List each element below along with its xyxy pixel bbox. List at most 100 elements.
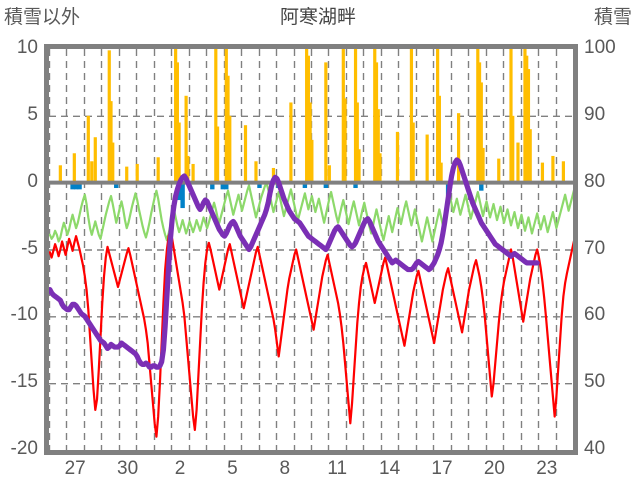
precip-bar xyxy=(226,75,230,183)
x-tick-20: 20 xyxy=(483,458,505,479)
precip-bar xyxy=(289,102,293,183)
chart-svg xyxy=(49,49,573,450)
precip-bar xyxy=(411,122,415,183)
precip-bar xyxy=(254,161,258,183)
precip-bar xyxy=(477,62,482,183)
precip-bar xyxy=(456,113,461,183)
precip-bar xyxy=(184,95,188,183)
precip-bar xyxy=(186,155,190,183)
precip-bar xyxy=(376,109,380,183)
snowfall-bar xyxy=(77,182,82,190)
x-tick-5: 5 xyxy=(227,458,238,479)
precip-bar xyxy=(72,153,76,183)
left-tick-10: 10 xyxy=(16,37,38,58)
snowfall-bar xyxy=(302,182,308,189)
left-tick--5: -5 xyxy=(21,237,38,259)
precip-bar xyxy=(353,49,358,183)
precip-bar xyxy=(476,49,480,183)
right-tick-90: 90 xyxy=(584,103,606,125)
snowfall-bar xyxy=(224,182,229,190)
green-series-line xyxy=(49,181,573,243)
precip-bar xyxy=(409,49,414,183)
precip-bar xyxy=(436,49,440,183)
precip-bar xyxy=(327,165,331,183)
snowfall-bar xyxy=(220,182,225,190)
precip-bar xyxy=(58,165,62,183)
snowfall-bar xyxy=(479,182,484,191)
precip-bar xyxy=(324,62,328,183)
precip-bar xyxy=(437,95,441,183)
right-tick-40: 40 xyxy=(584,438,606,459)
precip-bar xyxy=(271,167,276,183)
precip-bar xyxy=(111,142,115,183)
precip-bar xyxy=(528,129,532,183)
orange-bar-group xyxy=(58,49,565,183)
precip-bar xyxy=(174,49,178,183)
x-tick-17: 17 xyxy=(431,458,453,479)
precip-bar xyxy=(90,161,94,183)
precip-bar xyxy=(343,98,347,183)
precip-bar xyxy=(214,49,218,183)
right-tick-100: 100 xyxy=(584,37,616,58)
precip-bar xyxy=(135,163,139,183)
precip-bar xyxy=(373,49,377,183)
precip-bar xyxy=(561,161,565,183)
precip-bar xyxy=(224,49,228,183)
precip-bar xyxy=(439,162,443,183)
left-axis-caption: 積雪以外 xyxy=(4,7,81,28)
precip-bar xyxy=(395,131,400,183)
precip-bar xyxy=(215,126,220,183)
precip-bar xyxy=(479,82,483,183)
snowfall-bar xyxy=(210,182,215,190)
precip-bar xyxy=(551,155,555,183)
purple-snow-depth-line xyxy=(49,157,540,370)
snowfall-bar xyxy=(180,182,185,209)
x-tick-27: 27 xyxy=(64,458,86,479)
snowfall-bar xyxy=(323,182,329,189)
precip-bar xyxy=(526,69,531,183)
precip-bar xyxy=(156,157,160,183)
x-tick-11: 11 xyxy=(327,458,348,479)
left-tick-5: 5 xyxy=(27,103,38,125)
snowfall-bar xyxy=(257,182,262,189)
plot-area xyxy=(49,49,573,450)
x-tick-23: 23 xyxy=(536,458,558,479)
left-tick--15: -15 xyxy=(10,371,38,393)
precip-bar xyxy=(355,102,359,183)
right-tick-60: 60 xyxy=(584,304,606,326)
snowfall-bar xyxy=(73,182,79,190)
right-tick-70: 70 xyxy=(584,237,606,259)
right-tick-80: 80 xyxy=(584,170,606,192)
precip-bar xyxy=(525,55,529,183)
precip-bar xyxy=(481,147,485,183)
left-tick-0: 0 xyxy=(27,170,38,192)
precip-bar xyxy=(86,115,90,183)
red-series-line xyxy=(49,229,573,438)
precip-bar xyxy=(497,158,501,183)
left-tick--10: -10 xyxy=(10,304,38,326)
precip-bar xyxy=(107,50,111,183)
precip-bar xyxy=(357,149,361,183)
x-tick-30: 30 xyxy=(117,458,139,479)
precip-bar xyxy=(425,134,429,183)
right-axis-caption: 積雪 xyxy=(593,7,632,28)
precip-bar xyxy=(511,115,515,183)
precip-bar xyxy=(109,101,113,183)
x-tick-2: 2 xyxy=(174,458,186,479)
right-tick-50: 50 xyxy=(584,371,606,393)
precip-bar xyxy=(341,49,345,183)
x-tick-8: 8 xyxy=(279,458,291,479)
left-tick--20: -20 xyxy=(10,438,38,459)
precip-bar xyxy=(540,162,545,183)
precip-bar xyxy=(523,49,527,183)
precip-bar xyxy=(310,139,314,183)
precip-bar xyxy=(243,125,248,183)
precip-bar xyxy=(308,102,312,183)
precip-bar xyxy=(305,49,309,183)
snowfall-bar xyxy=(114,182,119,189)
snowfall-bar xyxy=(70,182,75,190)
snowfall-bar xyxy=(353,182,358,189)
precip-bar xyxy=(378,153,382,183)
precip-bar xyxy=(374,62,379,183)
